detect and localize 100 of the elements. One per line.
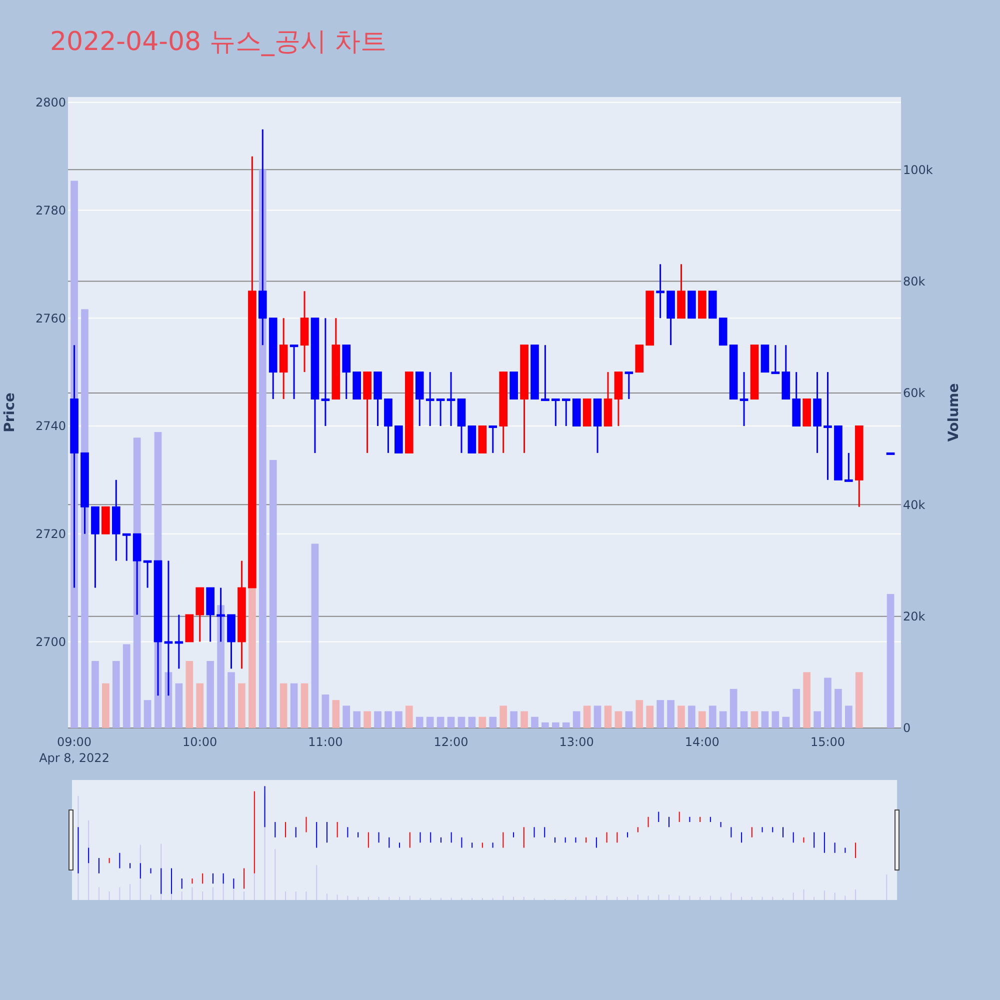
candlestick xyxy=(321,317,330,427)
bar xyxy=(814,711,821,728)
bar xyxy=(269,460,277,728)
bar xyxy=(92,660,99,728)
bar xyxy=(708,706,716,728)
candlestick xyxy=(771,344,780,374)
bar xyxy=(542,722,549,728)
bar xyxy=(395,711,402,728)
bar xyxy=(478,716,486,728)
bar xyxy=(122,644,130,728)
bar xyxy=(332,700,340,728)
candlestick xyxy=(624,371,634,400)
bar xyxy=(730,688,738,728)
candlestick xyxy=(174,614,184,670)
bar xyxy=(322,694,330,728)
bar xyxy=(342,706,350,728)
bar xyxy=(531,716,538,728)
bar xyxy=(186,660,194,728)
bar xyxy=(740,711,748,728)
bar xyxy=(458,716,466,728)
bar xyxy=(667,700,674,728)
bar xyxy=(678,706,685,728)
candlestick xyxy=(488,425,498,454)
bar xyxy=(761,711,769,728)
y-axis-title: Price xyxy=(2,392,18,432)
candlestick xyxy=(562,398,570,427)
bar xyxy=(824,678,832,728)
y-tick-label: 2700 xyxy=(35,634,66,649)
bar xyxy=(280,683,288,728)
candlestick xyxy=(656,263,664,319)
y-tick-label: 2720 xyxy=(35,527,66,542)
chart-title: 2022-04-08 뉴스_공시 차트 xyxy=(50,27,387,57)
bar xyxy=(656,700,664,728)
bar xyxy=(353,711,360,728)
y2-tick-label: 40k xyxy=(903,498,926,512)
bar xyxy=(583,706,591,728)
bar xyxy=(646,706,654,728)
bar xyxy=(436,716,444,728)
bar xyxy=(468,716,476,728)
bar xyxy=(562,722,570,728)
y2-axis-title: Volume xyxy=(946,383,962,442)
bar xyxy=(405,706,413,728)
bar xyxy=(102,683,110,728)
bar xyxy=(719,711,727,728)
candlestick xyxy=(426,371,434,427)
candlestick xyxy=(122,533,131,562)
bar xyxy=(238,683,246,728)
y-tick-label: 2800 xyxy=(35,96,66,110)
bar xyxy=(426,716,434,728)
bar xyxy=(792,688,800,728)
bar xyxy=(803,672,810,728)
candlestick xyxy=(541,344,550,402)
bar xyxy=(772,711,780,728)
candlestick xyxy=(740,371,748,427)
bar xyxy=(384,711,392,728)
bar xyxy=(112,660,120,728)
bar xyxy=(782,716,790,728)
x-tick-label: 14:00 xyxy=(684,735,720,749)
bar xyxy=(886,594,894,728)
x-tick-label: 13:00 xyxy=(559,735,594,749)
bar xyxy=(416,716,424,728)
bar xyxy=(855,672,863,728)
bar xyxy=(206,660,214,728)
bar xyxy=(845,706,852,728)
candlestick xyxy=(436,398,445,427)
x-tick-label: 09:00 xyxy=(56,735,92,749)
bar xyxy=(594,706,602,728)
bar xyxy=(489,716,497,728)
bar xyxy=(374,711,382,728)
bar xyxy=(311,544,319,728)
bar xyxy=(510,711,518,728)
x-tick-label: 10:00 xyxy=(182,735,218,749)
bar xyxy=(750,711,758,728)
bar xyxy=(175,683,183,728)
bar xyxy=(614,711,622,728)
candlestick xyxy=(290,344,298,400)
bar xyxy=(290,683,298,728)
y2-tick-label: 20k xyxy=(903,610,926,624)
bar xyxy=(447,716,455,728)
bar xyxy=(500,706,507,728)
bar xyxy=(688,706,696,728)
x-tick-label: 12:00 xyxy=(434,735,468,749)
bar xyxy=(520,711,528,728)
candlestick xyxy=(143,560,152,589)
candlestick xyxy=(844,452,853,482)
bar xyxy=(364,711,371,728)
y-tick-label: 2760 xyxy=(35,311,66,326)
bar xyxy=(625,711,633,728)
bar xyxy=(144,700,152,728)
y2-tick-label: 0 xyxy=(903,721,911,736)
y2-tick-label: 60k xyxy=(903,386,926,400)
bar xyxy=(552,722,560,728)
bar xyxy=(300,683,308,728)
bar xyxy=(217,605,224,728)
y-tick-label: 2780 xyxy=(35,203,66,218)
bar xyxy=(196,683,204,728)
bar xyxy=(636,700,644,728)
y2-tick-label: 100k xyxy=(903,162,933,177)
candlestick xyxy=(446,371,456,427)
bar xyxy=(228,672,235,728)
